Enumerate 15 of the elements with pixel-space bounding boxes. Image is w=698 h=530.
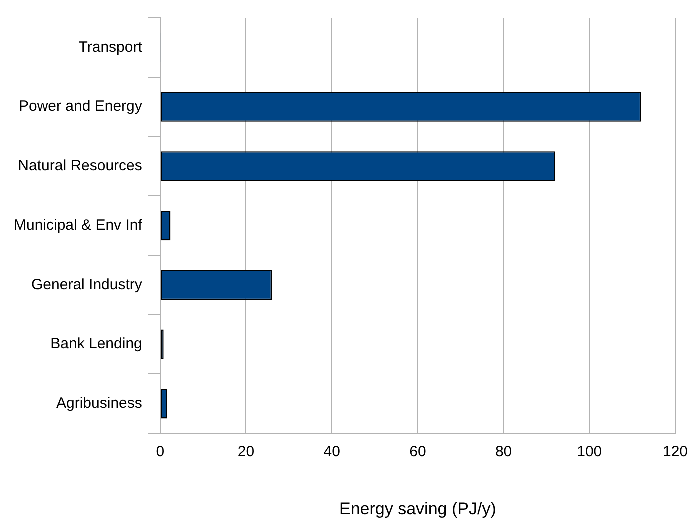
x-tick-label: 20 [238, 444, 255, 461]
x-tick-label: 60 [410, 444, 426, 461]
y-tick-label: Municipal & Env Inf [14, 216, 144, 234]
y-tick-label: General Industry [32, 276, 143, 294]
x-tick-label: 40 [324, 444, 340, 461]
x-tick-label: 80 [495, 444, 512, 461]
y-tick-label: Transport [78, 38, 144, 56]
y-tick-label: Natural Resources [18, 158, 142, 175]
y-tick-label: Agribusiness [56, 395, 142, 412]
x-axis-title: Energy saving (PJ/y) [340, 499, 496, 518]
x-tick-label: 100 [577, 444, 602, 461]
y-tick-label: Power and Energy [18, 98, 143, 116]
y-tick-label: Bank Lending [50, 336, 142, 353]
x-tick-label: 0 [156, 444, 165, 461]
x-tick-label: 120 [662, 444, 688, 461]
